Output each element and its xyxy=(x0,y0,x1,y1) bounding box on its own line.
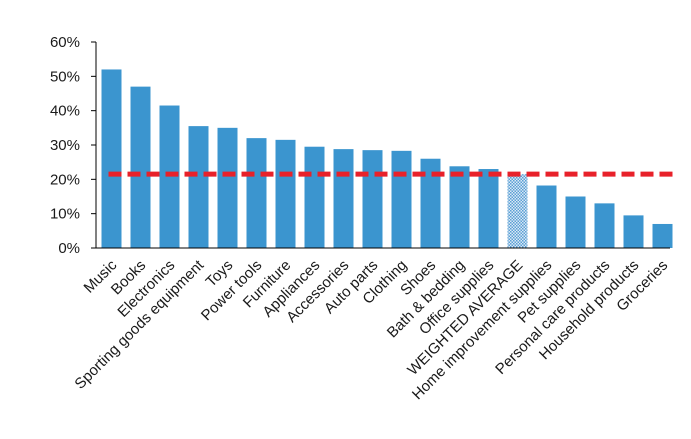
bar xyxy=(565,196,586,248)
bar xyxy=(391,150,412,248)
y-tick-label: 40% xyxy=(50,103,80,120)
bar xyxy=(652,223,673,248)
bars xyxy=(101,69,673,249)
bar xyxy=(623,215,644,248)
bar xyxy=(536,185,557,248)
bar xyxy=(130,86,151,248)
bar xyxy=(217,127,238,248)
bar xyxy=(478,169,499,248)
y-tick-label: 60% xyxy=(50,34,80,51)
y-tick-label: 0% xyxy=(58,240,80,257)
y-tick-label: 20% xyxy=(50,171,80,188)
bar xyxy=(246,138,267,248)
bar xyxy=(420,158,441,248)
y-tick-label: 50% xyxy=(50,68,80,85)
bar xyxy=(188,126,209,248)
bar xyxy=(594,203,615,248)
y-tick-label: 10% xyxy=(50,206,80,223)
bar xyxy=(275,139,296,248)
bar-weighted-average xyxy=(507,174,528,248)
y-tick-label: 30% xyxy=(50,137,80,154)
bar xyxy=(304,146,325,248)
bar xyxy=(159,105,180,249)
bar xyxy=(362,150,383,248)
bar xyxy=(101,69,122,248)
bar xyxy=(449,166,470,248)
bar xyxy=(333,149,354,248)
y-axis: 0% 10% 20% 30% 40% 50% 60% xyxy=(50,34,97,257)
